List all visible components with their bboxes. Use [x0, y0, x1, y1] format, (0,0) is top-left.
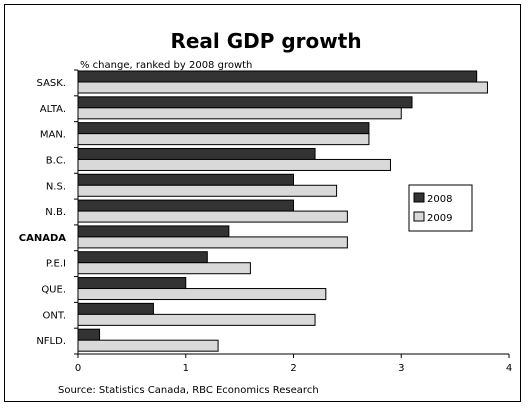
category-label: B.C. — [46, 155, 66, 166]
bar-nfld-2009 — [77, 339, 219, 352]
legend: 2008 2009 — [408, 184, 473, 232]
x-tick-label: 1 — [183, 363, 189, 374]
x-tick-label: 3 — [398, 363, 404, 374]
bar-ns-2008 — [77, 173, 294, 186]
category-label: MAN. — [40, 130, 66, 141]
legend-swatch-2009 — [413, 211, 425, 222]
bar-ns-2009 — [77, 184, 338, 197]
bar-bc-2008 — [77, 147, 316, 160]
category-label: P.E.I — [46, 259, 66, 270]
bars-group — [77, 70, 488, 352]
bar-alta-2008 — [77, 96, 413, 109]
bar-man-2009 — [77, 133, 370, 146]
category-label: ONT. — [43, 310, 66, 321]
legend-box — [408, 184, 473, 232]
bar-alta-2009 — [77, 107, 402, 120]
category-label: ALTA. — [40, 104, 66, 115]
x-tick-label: 2 — [290, 363, 296, 374]
category-label: N.S. — [46, 181, 66, 192]
category-label: NFLD. — [36, 336, 66, 347]
axes: 0 1 2 3 4 — [74, 69, 512, 374]
bar-pei-2008 — [77, 251, 208, 264]
category-label: QUE. — [41, 285, 66, 296]
x-tick-label: 0 — [75, 363, 81, 374]
category-labels: SASK. ALTA. MAN. B.C. N.S. N.B. CANADA P.E.I QUE… — [19, 78, 66, 347]
chart-source: Source: Statistics Canada, RBC Economics… — [58, 385, 319, 396]
bar-canada-2008 — [77, 225, 230, 238]
bar-que-2009 — [77, 288, 327, 301]
legend-label-2008: 2008 — [427, 194, 452, 205]
bar-ont-2009 — [77, 313, 316, 326]
chart-title: Real GDP growth — [170, 29, 361, 53]
bar-man-2008 — [77, 122, 370, 135]
bar-nfld-2008 — [77, 328, 101, 341]
category-label: SASK. — [37, 78, 66, 89]
bar-ont-2008 — [77, 302, 154, 315]
bar-que-2008 — [77, 277, 187, 290]
legend-label-2009: 2009 — [427, 213, 452, 224]
x-tick-label: 4 — [506, 363, 512, 374]
bar-sask-2008 — [77, 70, 478, 83]
bar-canada-2009 — [77, 236, 348, 249]
bar-nb-2009 — [77, 210, 348, 223]
category-label: N.B. — [45, 207, 66, 218]
chart-subtitle: % change, ranked by 2008 growth — [80, 60, 252, 71]
bar-pei-2009 — [77, 262, 251, 275]
category-label: CANADA — [19, 233, 66, 244]
bar-nb-2008 — [77, 199, 294, 212]
bar-sask-2009 — [77, 81, 488, 94]
bar-bc-2009 — [77, 158, 391, 171]
legend-swatch-2008 — [413, 192, 425, 203]
